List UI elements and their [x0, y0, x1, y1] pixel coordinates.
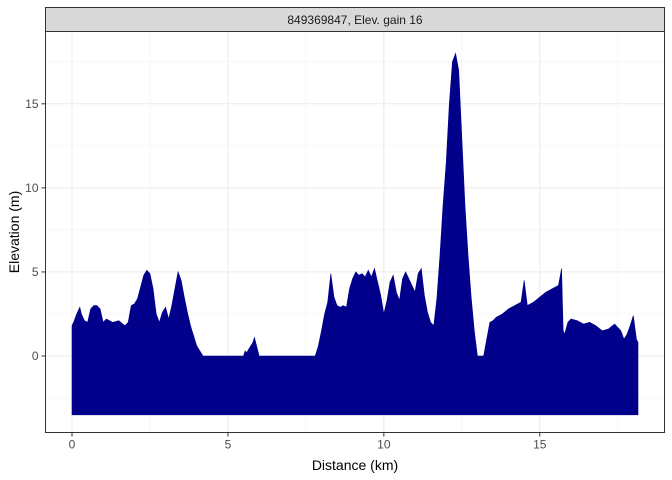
x-tick-label: 10 [377, 438, 391, 452]
x-tick-label: 0 [69, 438, 76, 452]
y-tick-label: 0 [32, 349, 39, 363]
x-tick-label: 15 [533, 438, 547, 452]
y-tick-label: 10 [25, 181, 39, 195]
x-tick-label: 5 [225, 438, 232, 452]
elevation-area [71, 52, 639, 416]
y-tick-label: 15 [25, 97, 39, 111]
y-axis-title: Elevation (m) [6, 191, 22, 273]
elevation-area-series [71, 52, 639, 416]
panel-border [45, 31, 665, 433]
x-axis: 0 5 10 15 [69, 432, 547, 452]
facet-strip [45, 7, 665, 32]
y-axis: 0 5 10 15 [25, 97, 46, 363]
y-tick-label: 5 [32, 265, 39, 279]
x-axis-title: Distance (km) [312, 457, 398, 473]
facet-label: 849369847, Elev. gain 16 [287, 13, 423, 27]
